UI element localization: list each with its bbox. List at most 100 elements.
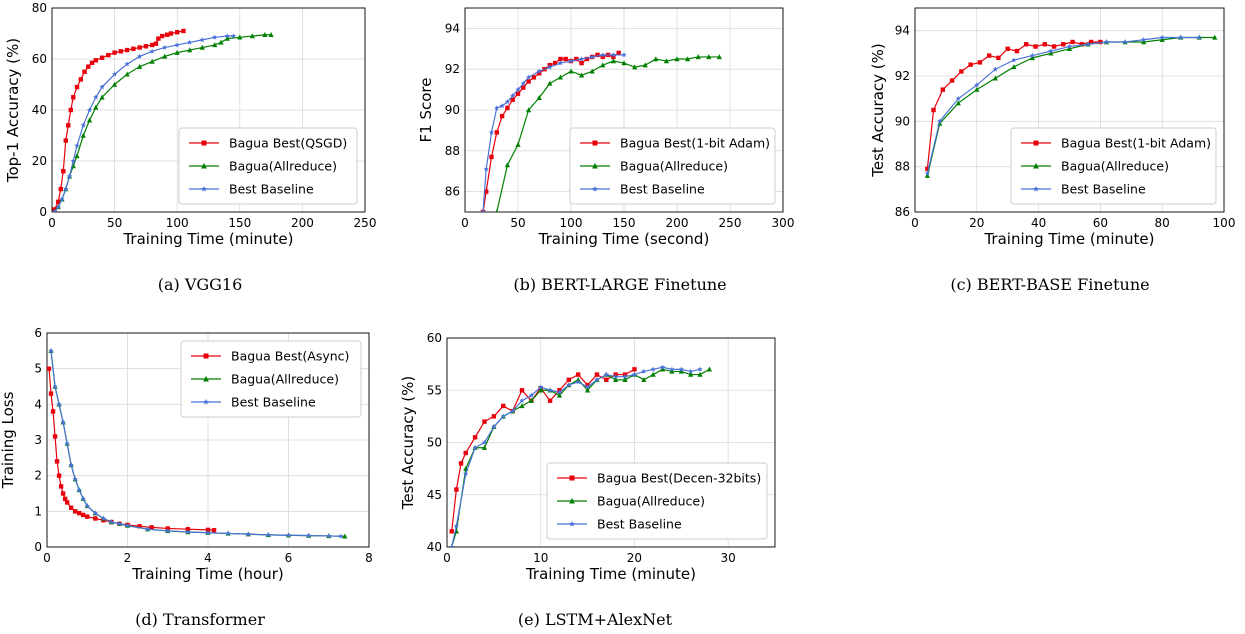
legend-marker	[201, 162, 207, 169]
data-point	[603, 371, 609, 377]
data-point	[584, 56, 590, 62]
data-point	[504, 99, 511, 105]
data-point	[84, 503, 90, 509]
data-point	[537, 71, 542, 76]
data-point	[1066, 43, 1073, 49]
data-point	[1011, 57, 1017, 63]
plot-area	[52, 28, 274, 212]
y-tick-label: 40	[32, 103, 47, 117]
data-point	[55, 204, 61, 210]
data-point	[528, 397, 534, 403]
data-point	[56, 401, 62, 407]
data-point	[81, 512, 86, 518]
data-point	[610, 58, 616, 64]
legend-label: Best Baseline	[229, 182, 314, 197]
x-tick-label: 80	[1155, 216, 1170, 230]
data-point	[557, 74, 563, 80]
data-point	[93, 516, 98, 521]
legend-label: Bagua(Allreduce)	[597, 494, 705, 509]
legend-item: Bagua(Allreduce)	[580, 159, 728, 174]
data-point	[488, 129, 495, 135]
legend-marker	[201, 185, 207, 192]
data-point	[66, 173, 73, 179]
y-tick-label: 90	[895, 114, 910, 128]
x-tick-label: 40	[1031, 216, 1046, 230]
data-point	[568, 68, 574, 74]
data-point	[92, 510, 98, 516]
data-point	[118, 49, 124, 54]
legend-marker	[592, 162, 598, 169]
data-point	[449, 544, 455, 547]
data-point	[106, 52, 111, 58]
data-point	[68, 462, 74, 468]
data-point	[482, 419, 487, 424]
data-point	[1048, 50, 1054, 56]
data-point	[116, 521, 123, 527]
data-point	[58, 484, 64, 489]
data-point	[494, 105, 500, 111]
y-tick-label: 60	[32, 52, 47, 66]
data-point	[631, 371, 638, 377]
data-point	[483, 166, 489, 172]
legend-label: Bagua(Allreduce)	[229, 159, 337, 174]
y-tick-label: 3	[34, 433, 42, 447]
data-point	[536, 68, 542, 74]
y-axis-label: Top-1 Accuracy (%)	[4, 38, 22, 183]
data-point	[211, 528, 217, 533]
data-point	[519, 388, 525, 393]
data-point	[99, 94, 105, 100]
data-point	[212, 42, 218, 48]
caption-bert-base: (c) BERT-BASE Finetune	[950, 275, 1150, 294]
data-point	[974, 86, 980, 92]
data-point	[62, 496, 68, 502]
series-2	[48, 348, 344, 539]
data-point	[556, 389, 563, 395]
data-point	[131, 46, 136, 51]
legend-marker	[203, 353, 209, 359]
plot-area	[924, 34, 1218, 178]
x-tick-label: 20	[627, 551, 642, 565]
data-point	[589, 68, 595, 74]
data-point	[716, 54, 722, 60]
data-point	[526, 107, 532, 113]
data-point	[149, 525, 154, 530]
data-point	[205, 527, 211, 533]
data-point	[80, 496, 86, 502]
legend-label: Bagua Best(Async)	[231, 349, 349, 364]
data-point	[268, 31, 274, 37]
data-point	[326, 533, 332, 539]
x-tick-label: 200	[666, 216, 689, 230]
data-point	[538, 384, 544, 390]
data-point	[595, 52, 600, 58]
y-tick-label: 94	[895, 24, 910, 38]
data-point	[484, 189, 489, 194]
data-point	[949, 78, 955, 83]
series-line	[54, 35, 234, 212]
data-point	[162, 44, 168, 50]
data-point	[72, 509, 78, 514]
legend-item: Best Baseline	[189, 182, 314, 197]
x-tick-label: 0	[43, 551, 51, 565]
legend-item: Bagua Best(1-bit Adam)	[580, 136, 770, 151]
series-line	[451, 366, 701, 547]
data-point	[1029, 55, 1036, 61]
data-point	[959, 69, 964, 74]
data-point	[687, 368, 694, 374]
plot-frame	[464, 7, 784, 213]
data-point	[547, 398, 553, 403]
data-point	[1085, 41, 1091, 47]
x-tick-label: 60	[1093, 216, 1108, 230]
data-point	[576, 372, 581, 377]
data-point	[1042, 42, 1047, 47]
data-point	[600, 54, 605, 60]
plot-frame	[46, 332, 370, 548]
series-0	[47, 366, 217, 533]
data-point	[472, 444, 478, 450]
data-point	[58, 186, 63, 192]
data-point	[520, 80, 526, 86]
data-point	[54, 459, 60, 464]
data-point	[78, 77, 83, 82]
data-point	[613, 377, 619, 382]
data-point	[245, 531, 251, 537]
series-2	[52, 33, 237, 212]
